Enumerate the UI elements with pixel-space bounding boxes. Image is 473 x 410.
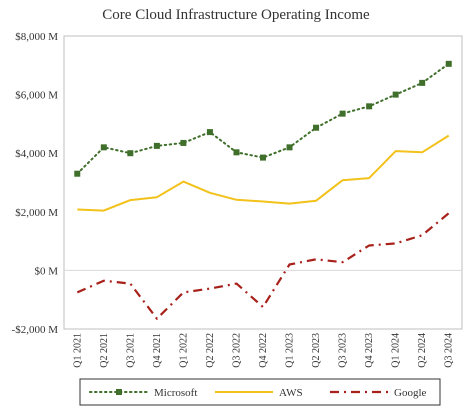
x-tick-label: Q2 2021 [99,333,110,368]
y-tick-label: -$2,000 M [12,324,59,336]
x-tick-label: Q2 2023 [311,333,322,368]
data-point-microsoft [286,144,293,151]
chart-title: Core Cloud Infrastructure Operating Inco… [102,7,370,23]
data-point-microsoft [233,149,240,156]
data-point-microsoft [366,103,373,110]
legend: Microsoft AWS Google [79,378,441,406]
x-tick-label: Q3 2022 [231,333,242,368]
x-tick-label: Q4 2022 [258,333,269,368]
x-tick-label: Q2 2024 [417,333,428,368]
x-tick-label: Q4 2023 [364,333,375,368]
data-point-microsoft [260,154,266,161]
data-point-microsoft [153,142,160,149]
x-tick-label: Q3 2023 [338,333,349,368]
data-point-microsoft [445,60,452,67]
data-point-microsoft [127,150,134,157]
y-axis: -$2,000 M $0 M $2,000 M $4,000 M $6,000 M $8,… [12,31,59,336]
data-point-microsoft [339,110,346,117]
data-point-microsoft [392,91,399,98]
series-line-google [76,212,450,320]
x-axis: Q1 2021 Q2 2021 Q3 2021 Q4 2021 Q1 2022 Q2 20… [72,333,454,368]
plot-area [63,35,463,330]
y-tick-label: $6,000 M [15,90,58,102]
y-tick-label: $4,000 M [15,148,58,160]
x-tick-label: Q1 2021 [72,333,83,368]
x-tick-label: Q4 2021 [152,333,163,368]
data-point-microsoft [206,129,213,136]
data-point-microsoft [74,170,81,177]
series-line-aws [77,134,450,212]
y-tick-label: $2,000 M [15,207,58,219]
data-point-microsoft [180,139,187,146]
series-line-microsoft [76,62,450,175]
data-point-microsoft [100,144,107,151]
x-tick-label: Q1 2022 [178,333,189,368]
legend-label-aws: AWS [279,387,303,399]
x-tick-label: Q1 2024 [391,333,402,368]
x-tick-label: Q3 2024 [444,333,455,368]
y-tick-label: $0 M [34,265,58,277]
legend-marker [116,389,122,395]
x-tick-label: Q1 2023 [285,333,296,368]
x-tick-label: Q3 2021 [125,333,136,368]
plot-border [63,35,463,330]
data-point-microsoft [419,79,426,86]
legend-label-google: Google [394,387,427,399]
y-tick-label: $8,000 M [15,31,58,43]
series-layer [74,60,452,320]
data-point-microsoft [313,124,320,131]
x-tick-label: Q2 2022 [205,333,216,368]
legend-label-microsoft: Microsoft [154,387,197,399]
